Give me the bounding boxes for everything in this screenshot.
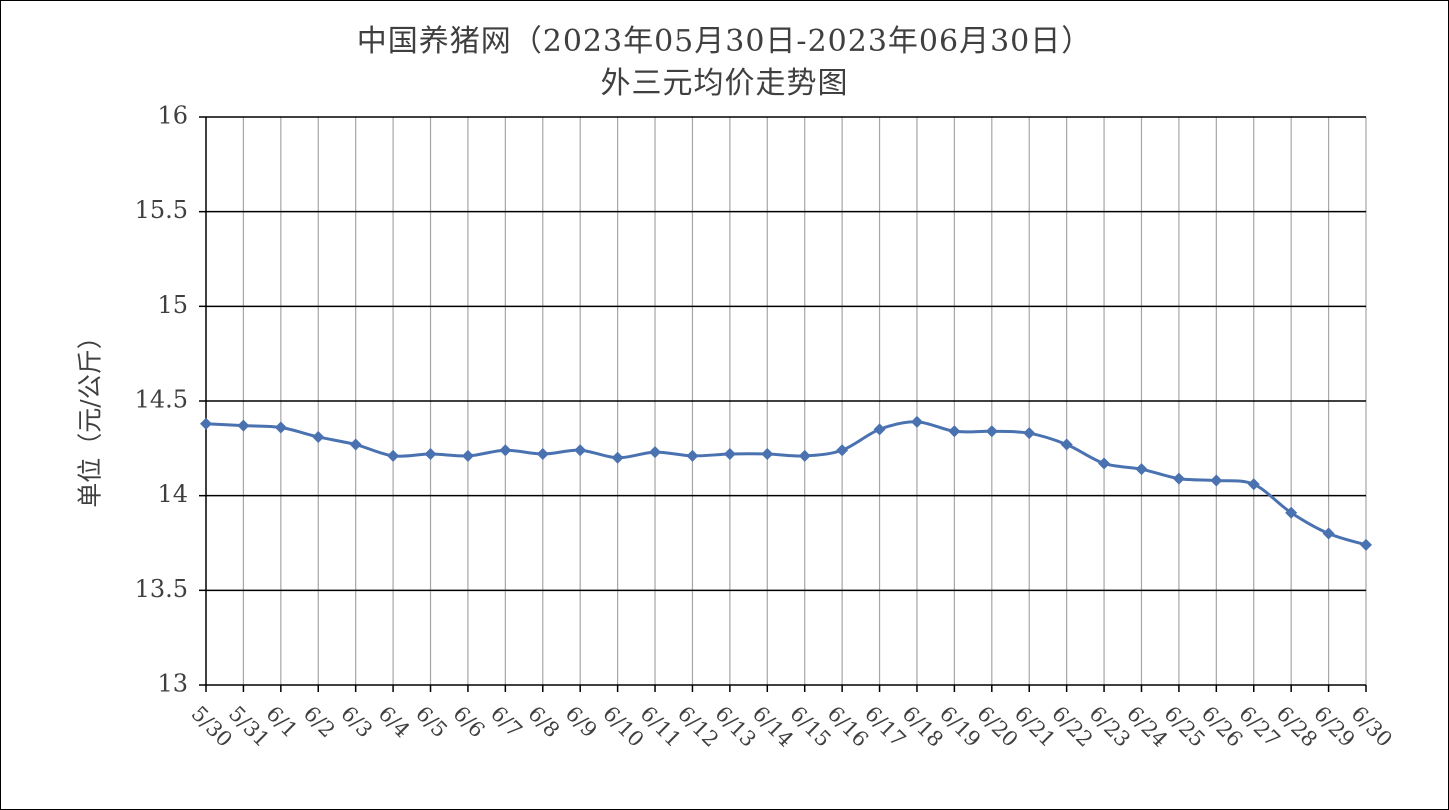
data-point <box>1210 474 1223 487</box>
x-tick-labels: 5/305/316/16/26/36/46/56/66/76/86/96/106… <box>187 701 1397 751</box>
y-tick-labels: 13 13.5 14 14.5 15 15.5 16 <box>135 102 188 698</box>
x-tick-label: 6/14 <box>748 701 798 751</box>
series-group <box>200 415 1372 551</box>
data-point <box>611 451 624 464</box>
x-tick-label: 5/31 <box>224 701 274 751</box>
x-tick-label: 6/9 <box>561 701 602 742</box>
y-tick-label: 15 <box>157 291 188 319</box>
data-point <box>836 444 849 457</box>
chart-subtitle: 外三元均价走势图 <box>600 66 849 101</box>
y-tick-label: 13.5 <box>135 575 188 603</box>
x-tick-label: 6/23 <box>1085 701 1135 751</box>
x-tick-label: 6/12 <box>673 701 723 751</box>
data-point <box>686 449 699 462</box>
x-tick-label: 6/6 <box>449 701 490 742</box>
x-tick-label: 6/22 <box>1047 701 1097 751</box>
x-tick-label: 6/17 <box>860 701 910 751</box>
data-point <box>574 444 587 457</box>
y-tick-label: 16 <box>157 102 188 130</box>
y-tick-label: 14.5 <box>135 386 188 414</box>
x-tick-label: 6/16 <box>823 701 873 751</box>
data-point <box>1135 463 1148 476</box>
data-point <box>200 417 212 430</box>
data-point <box>1060 438 1073 451</box>
data-point <box>424 448 437 461</box>
x-tick-label: 6/3 <box>336 701 377 742</box>
series-line <box>205 420 1367 547</box>
x-tick-label: 6/15 <box>785 701 835 751</box>
data-point <box>948 425 961 438</box>
x-tick-label: 6/18 <box>898 701 948 751</box>
chart-title: 中国养猪网（2023年05月30日-2023年06月30日） <box>356 24 1093 59</box>
data-point <box>1285 506 1298 519</box>
y-axis-label: 单位（元/公斤） <box>76 324 105 507</box>
data-point <box>723 448 736 461</box>
data-point <box>1360 538 1372 551</box>
x-tick-label: 6/30 <box>1347 701 1397 751</box>
axes <box>199 116 1367 692</box>
data-point <box>499 444 512 457</box>
y-tick-label: 13 <box>157 670 188 698</box>
x-tick-label: 6/13 <box>710 701 760 751</box>
data-point <box>649 446 662 459</box>
data-point <box>387 449 400 462</box>
x-tick-label: 6/20 <box>972 701 1022 751</box>
x-tick-label: 6/29 <box>1309 701 1359 751</box>
x-tick-label: 5/30 <box>187 701 237 751</box>
data-point <box>985 425 998 438</box>
data-point <box>1098 457 1111 470</box>
data-point <box>237 419 250 432</box>
horizontal-gridlines <box>206 116 1366 592</box>
data-point <box>798 449 811 462</box>
x-tick-label: 6/7 <box>486 701 527 742</box>
x-tick-label: 6/21 <box>1010 701 1060 751</box>
x-tick-label: 6/24 <box>1122 701 1172 751</box>
x-tick-label: 6/10 <box>598 701 648 751</box>
x-tick-label: 6/25 <box>1159 701 1209 751</box>
x-tick-label: 6/8 <box>523 701 564 742</box>
data-point <box>349 438 362 451</box>
data-point <box>536 448 549 461</box>
y-tick-label: 14 <box>157 480 188 508</box>
x-tick-label: 6/2 <box>299 701 340 742</box>
data-point <box>873 423 886 436</box>
data-point <box>274 421 287 434</box>
data-point <box>312 430 325 443</box>
y-tick-label: 15.5 <box>135 196 188 224</box>
x-tick-label: 6/19 <box>935 701 985 751</box>
x-tick-label: 6/5 <box>411 701 452 742</box>
data-point <box>1322 527 1335 540</box>
data-point <box>461 449 474 462</box>
data-point <box>910 415 923 428</box>
data-point <box>1247 478 1260 491</box>
x-tick-label: 6/28 <box>1272 701 1322 751</box>
data-point <box>1023 427 1036 440</box>
x-tick-label: 6/26 <box>1197 701 1247 751</box>
x-tick-label: 6/11 <box>636 701 686 751</box>
data-point <box>1172 472 1185 485</box>
x-tick-label: 6/27 <box>1234 701 1284 751</box>
data-point <box>761 448 774 461</box>
x-tick-label: 6/4 <box>374 701 415 742</box>
